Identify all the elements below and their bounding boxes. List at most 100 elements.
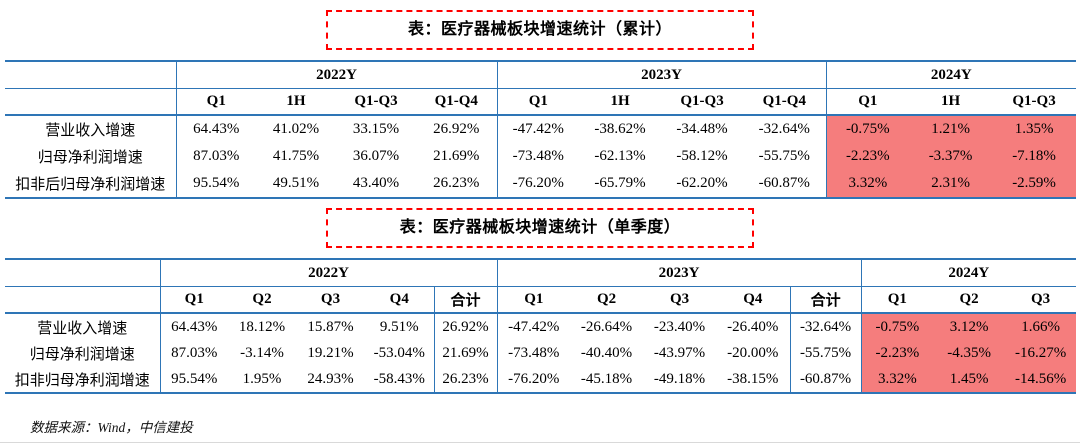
quarter-header: Q2 [933, 286, 1006, 314]
data-cell: -40.40% [580, 344, 633, 361]
data-cell-highlighted: -2.23% [825, 143, 910, 170]
year-header: 2023Y [496, 259, 862, 287]
year-header: 2024Y [825, 61, 1077, 89]
data-cell-highlighted: -3.37% [909, 143, 993, 170]
data-cell: 87.03% [175, 143, 256, 170]
data-cell: -76.20% [496, 170, 580, 198]
total-cell: 26.92% [433, 313, 498, 340]
data-cell: -62.13% [594, 148, 646, 164]
table-row: Q1 1H Q1-Q3 Q1-Q4 Q1 1H Q1-Q3 Q1-Q4 Q1 1… [5, 88, 1077, 116]
data-cell-highlighted: -0.75% [825, 115, 910, 143]
data-cell: 87.03% [159, 340, 228, 366]
data-cell: -60.87% [758, 175, 810, 191]
total-cell: -55.75% [789, 340, 862, 366]
quarter-header: Q1-Q3 [336, 88, 416, 116]
quarter-header: Q2 [570, 286, 644, 314]
data-cell: 33.15% [352, 121, 400, 137]
data-cell: 18.12% [238, 318, 286, 335]
data-cell: 64.43% [159, 313, 228, 340]
quarter-header: Q1 [860, 286, 934, 314]
corner-cell [5, 286, 160, 314]
data-cell: -65.79% [594, 175, 646, 191]
data-cell: 15.87% [307, 318, 354, 335]
data-cell: 26.23% [433, 175, 480, 191]
quarter-header: Q1 [159, 286, 228, 314]
data-cell: 64.43% [175, 115, 256, 143]
quarter-header: 1H [909, 88, 993, 116]
quarter-header: Q2 [228, 286, 296, 314]
data-cell: -3.14% [240, 344, 284, 361]
data-cell: 19.21% [307, 344, 354, 361]
table-row: 2022Y 2023Y 2024Y [5, 61, 1077, 89]
quarter-header: Q1 [175, 88, 256, 116]
cumulative-table-title: 表：医疗器械板块增速统计（累计） [326, 10, 754, 50]
quarter-header: Q1 [496, 286, 571, 314]
data-cell: 41.02% [272, 121, 320, 137]
corner-cell [5, 88, 176, 116]
table-row: 扣非归母净利润增速 95.54% 1.95% 24.93% -58.43% 26… [5, 366, 1077, 393]
quarter-header: Q3 [1005, 286, 1077, 314]
data-cell-highlighted: -2.59% [992, 170, 1077, 198]
quarter-header: Q4 [365, 286, 434, 314]
data-cell: -26.40% [727, 318, 779, 335]
data-cell-highlighted: 3.12% [933, 313, 1006, 340]
data-cell: 95.54% [175, 170, 256, 198]
total-cell: 26.23% [433, 366, 498, 393]
total-cell: -60.87% [789, 366, 862, 393]
data-cell: 41.75% [272, 148, 320, 164]
row-label: 归母净利润增速 [37, 149, 143, 166]
data-cell: -34.48% [676, 121, 728, 137]
data-cell-highlighted: 1.35% [992, 115, 1077, 143]
data-cell-highlighted: -7.18% [992, 143, 1077, 170]
data-cell: -38.15% [727, 370, 779, 387]
quarterly-table-title: 表：医疗器械板块增速统计（单季度） [326, 208, 754, 248]
total-header: 合计 [433, 286, 498, 314]
data-cell: -76.20% [496, 366, 571, 393]
data-cell: -73.48% [496, 340, 571, 366]
corner-cell [5, 61, 176, 89]
data-cell: -58.12% [676, 148, 728, 164]
table-row: 2022Y 2023Y 2024Y [5, 259, 1077, 287]
data-cell: -55.75% [758, 148, 810, 164]
data-cell: -73.48% [496, 143, 580, 170]
data-cell: -62.20% [676, 175, 728, 191]
row-label: 营业收入增速 [45, 122, 136, 139]
row-label: 归母净利润增速 [29, 345, 135, 363]
data-cell: -23.40% [653, 318, 706, 335]
data-cell: 43.40% [352, 175, 400, 191]
year-header: 2023Y [496, 61, 827, 89]
row-label: 扣非后归母净利润增速 [15, 176, 166, 193]
quarter-header: Q3 [296, 286, 365, 314]
data-cell-highlighted: 1.45% [933, 366, 1006, 393]
cumulative-table: 2022Y 2023Y 2024Y Q1 1H Q1-Q3 Q1-Q4 Q1 1… [5, 60, 1077, 199]
data-cell-highlighted: 1.21% [909, 115, 993, 143]
data-cell: -58.43% [373, 370, 425, 387]
data-cell-highlighted: 3.32% [860, 366, 934, 393]
total-cell: 21.69% [433, 340, 498, 366]
quarter-header: 1H [579, 88, 662, 116]
data-cell: 49.51% [272, 175, 320, 191]
data-cell: -32.64% [758, 121, 810, 137]
total-cell: -32.64% [789, 313, 862, 340]
data-cell-highlighted: 3.32% [825, 170, 910, 198]
data-cell: -20.00% [727, 344, 779, 361]
data-cell: 24.93% [307, 370, 354, 387]
quarter-header: Q4 [716, 286, 791, 314]
table-row: 扣非后归母净利润增速 95.54% 49.51% 43.40% 26.23% -… [5, 170, 1077, 198]
row-label: 扣非归母净利润增速 [14, 371, 150, 389]
data-cell-highlighted: -4.35% [933, 340, 1006, 366]
year-header: 2022Y [175, 61, 498, 89]
quarterly-table: 2022Y 2023Y 2024Y Q1 Q2 Q3 Q4 合计 Q1 Q2 Q… [5, 258, 1077, 394]
table-row: 营业收入增速 64.43% 41.02% 33.15% 26.92% -47.4… [5, 115, 1077, 143]
data-cell-highlighted: -0.75% [860, 313, 934, 340]
data-cell-highlighted: -2.23% [860, 340, 934, 366]
year-header: 2024Y [860, 259, 1077, 287]
data-cell-highlighted: -14.56% [1005, 366, 1077, 393]
quarter-header: Q3 [643, 286, 717, 314]
quarter-header: Q1 [496, 88, 580, 116]
data-source-note: 数据来源：Wind，中信建投 [30, 420, 193, 435]
data-cell: -47.42% [496, 115, 580, 143]
table-row: 归母净利润增速 87.03% 41.75% 36.07% 21.69% -73.… [5, 143, 1077, 170]
quarter-header: Q1-Q4 [743, 88, 827, 116]
